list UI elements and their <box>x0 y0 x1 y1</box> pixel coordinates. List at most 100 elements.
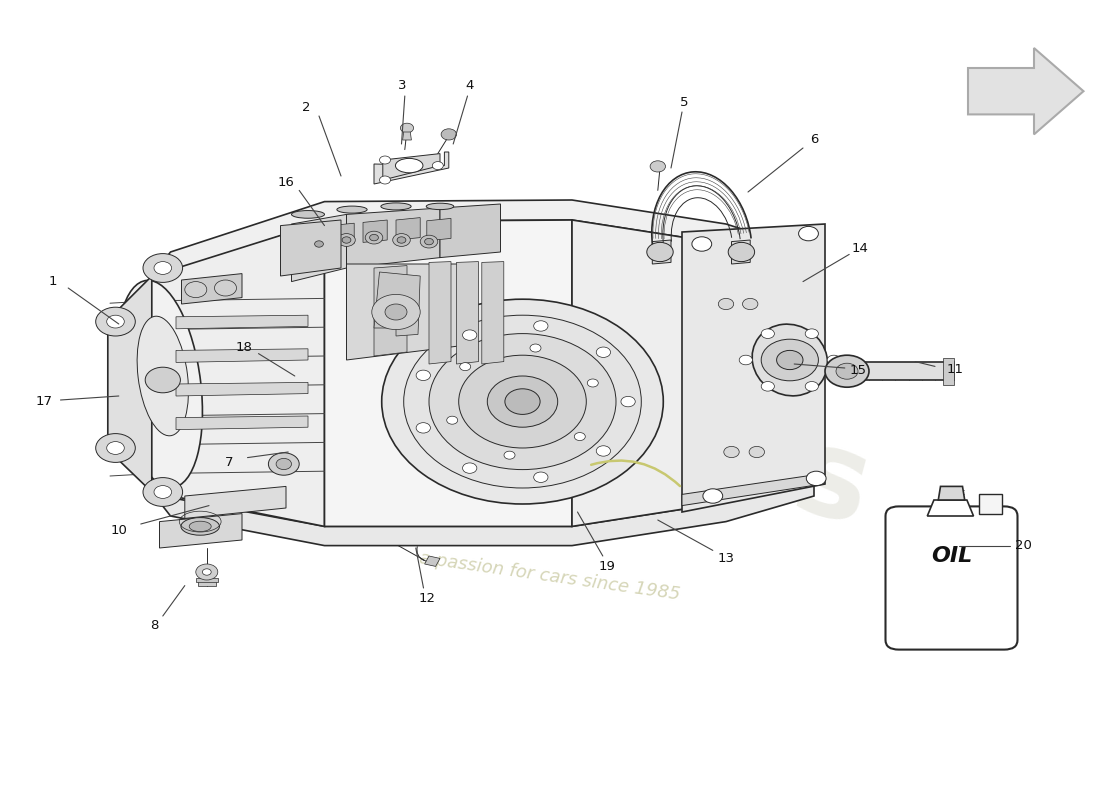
Circle shape <box>379 156 390 164</box>
Polygon shape <box>160 514 242 548</box>
Circle shape <box>504 451 515 459</box>
Text: 10: 10 <box>110 524 128 537</box>
Polygon shape <box>682 474 823 506</box>
Text: 20: 20 <box>1014 539 1032 552</box>
Circle shape <box>825 355 869 387</box>
Polygon shape <box>176 349 308 362</box>
Circle shape <box>761 339 818 381</box>
Circle shape <box>806 471 826 486</box>
Circle shape <box>827 355 840 365</box>
Circle shape <box>647 242 673 262</box>
Polygon shape <box>682 224 825 512</box>
Text: 19: 19 <box>598 560 616 573</box>
Circle shape <box>534 321 548 331</box>
Circle shape <box>268 453 299 475</box>
Polygon shape <box>292 214 346 282</box>
Text: 16: 16 <box>277 176 295 189</box>
Polygon shape <box>440 204 500 258</box>
Circle shape <box>799 226 818 241</box>
Ellipse shape <box>427 203 453 210</box>
Circle shape <box>310 238 328 250</box>
Circle shape <box>214 280 236 296</box>
Circle shape <box>276 458 292 470</box>
Polygon shape <box>979 494 1002 514</box>
Text: OIL: OIL <box>931 546 972 566</box>
Circle shape <box>447 416 458 424</box>
Circle shape <box>154 486 172 498</box>
Text: 8: 8 <box>150 619 158 632</box>
Circle shape <box>416 422 430 433</box>
Polygon shape <box>482 262 504 364</box>
Polygon shape <box>927 500 974 516</box>
Ellipse shape <box>396 158 422 173</box>
Circle shape <box>196 564 218 580</box>
Polygon shape <box>847 362 954 380</box>
Circle shape <box>416 370 430 381</box>
Polygon shape <box>176 416 308 430</box>
Text: 12: 12 <box>418 592 436 605</box>
Circle shape <box>462 463 476 474</box>
Text: 2: 2 <box>301 101 310 114</box>
Circle shape <box>650 161 666 172</box>
Circle shape <box>372 294 420 330</box>
Polygon shape <box>108 276 152 492</box>
Text: euro: euro <box>405 255 739 449</box>
Circle shape <box>761 329 774 338</box>
Polygon shape <box>198 580 216 586</box>
Circle shape <box>805 382 818 391</box>
Circle shape <box>805 329 818 338</box>
Text: 5: 5 <box>680 96 689 109</box>
Circle shape <box>370 234 378 241</box>
Circle shape <box>365 231 383 244</box>
Text: parts: parts <box>504 345 882 551</box>
Ellipse shape <box>117 280 202 488</box>
Circle shape <box>425 238 433 245</box>
Ellipse shape <box>381 203 411 210</box>
Ellipse shape <box>138 316 188 436</box>
Circle shape <box>432 162 443 170</box>
Polygon shape <box>152 222 324 526</box>
Circle shape <box>143 254 183 282</box>
Circle shape <box>382 299 663 504</box>
Circle shape <box>460 362 471 370</box>
Polygon shape <box>196 578 218 582</box>
Polygon shape <box>732 240 750 264</box>
Circle shape <box>393 234 410 246</box>
Polygon shape <box>425 556 440 566</box>
Circle shape <box>459 355 586 448</box>
Text: 6: 6 <box>810 133 818 146</box>
Circle shape <box>429 334 616 470</box>
Circle shape <box>574 433 585 441</box>
Circle shape <box>530 344 541 352</box>
Circle shape <box>596 347 611 358</box>
Polygon shape <box>429 262 451 364</box>
Circle shape <box>379 176 390 184</box>
Ellipse shape <box>189 522 211 531</box>
Polygon shape <box>572 220 726 526</box>
Circle shape <box>703 489 723 503</box>
Ellipse shape <box>752 324 827 396</box>
Circle shape <box>692 237 712 251</box>
Circle shape <box>404 315 641 488</box>
Circle shape <box>534 472 548 482</box>
Circle shape <box>441 129 456 140</box>
Polygon shape <box>383 154 440 180</box>
Polygon shape <box>152 474 814 546</box>
Circle shape <box>185 282 207 298</box>
Polygon shape <box>968 48 1084 134</box>
Polygon shape <box>456 262 478 364</box>
Text: 15: 15 <box>849 364 867 377</box>
Polygon shape <box>652 240 671 264</box>
Polygon shape <box>938 486 965 500</box>
Circle shape <box>836 363 858 379</box>
Circle shape <box>342 237 351 243</box>
Text: 3: 3 <box>398 79 407 92</box>
Circle shape <box>420 235 438 248</box>
Polygon shape <box>324 220 572 526</box>
Polygon shape <box>280 220 341 276</box>
Circle shape <box>107 442 124 454</box>
Circle shape <box>107 315 124 328</box>
Circle shape <box>724 446 739 458</box>
Circle shape <box>154 262 172 274</box>
Circle shape <box>385 304 407 320</box>
